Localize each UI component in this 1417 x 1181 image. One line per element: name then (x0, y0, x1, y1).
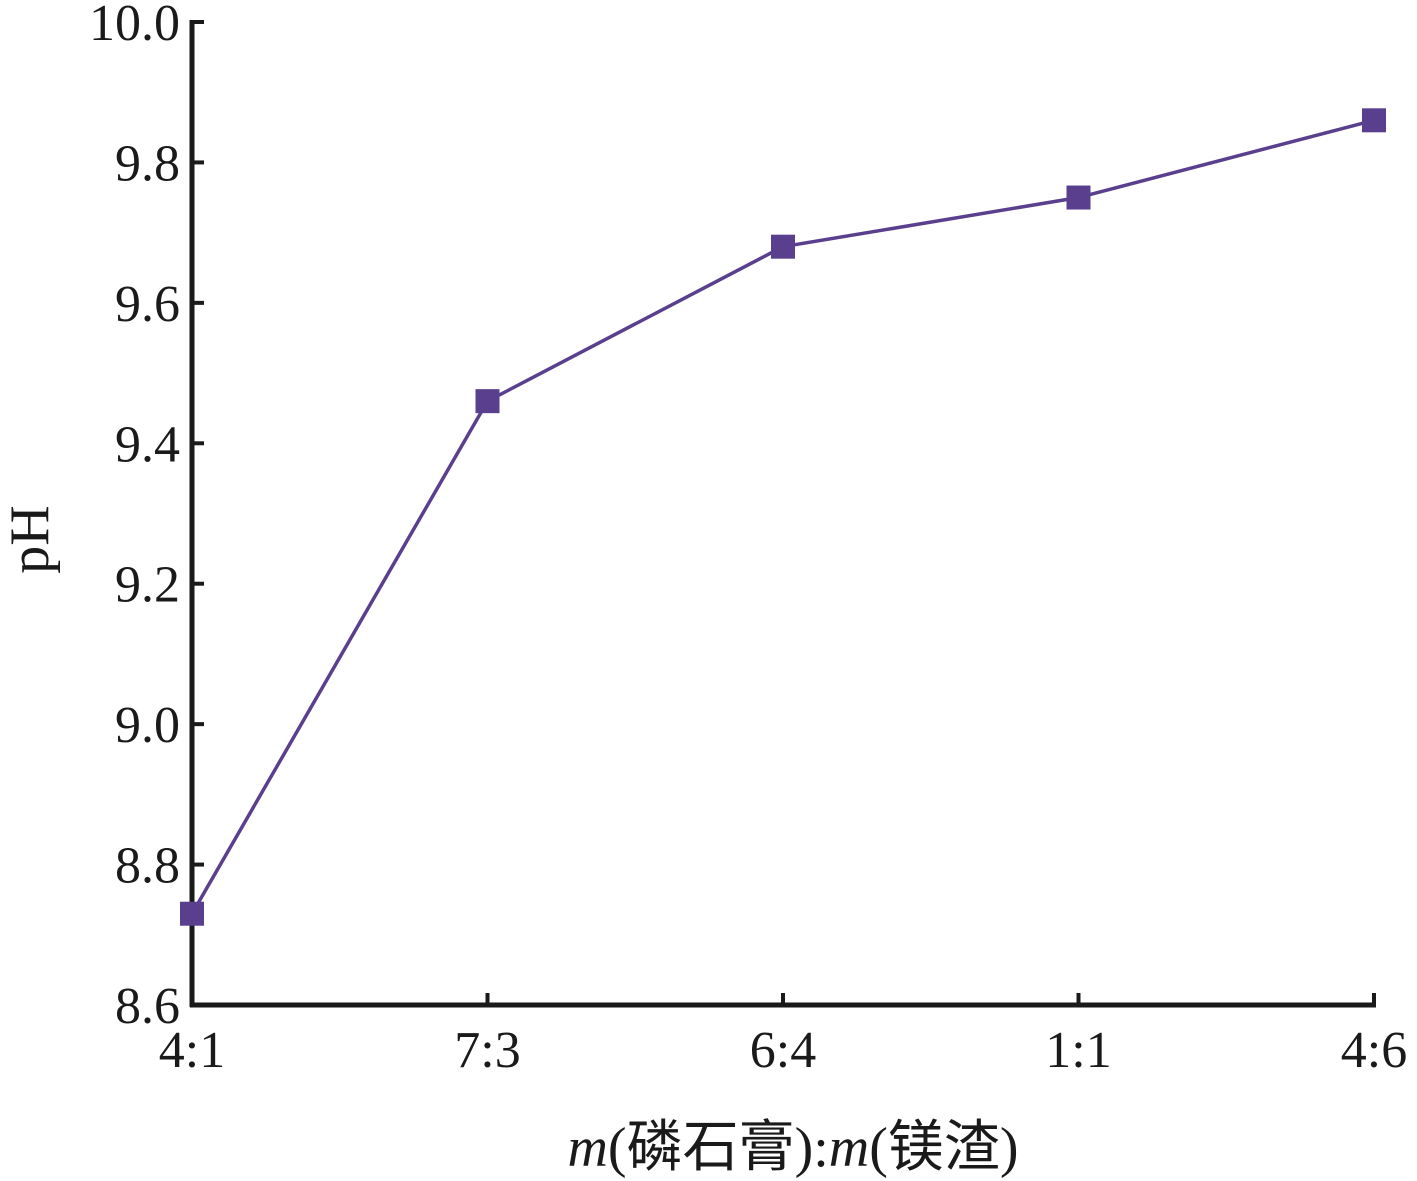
series-layer (180, 108, 1386, 926)
y-tick-label: 9.6 (115, 276, 180, 333)
y-tick-label: 8.8 (115, 838, 180, 895)
x-axis-title-part: m (829, 1117, 869, 1179)
data-point-marker (1362, 108, 1386, 133)
x-axis-title: m(磷石膏):m(镁渣) (567, 1117, 1018, 1179)
x-axis-ticks: 4:1 7:3 6:4 1:1 4:6 (159, 993, 1407, 1079)
y-tick-label: 10.0 (89, 0, 180, 52)
x-tick-label: 7:3 (454, 1022, 520, 1079)
y-tick-label: 9.8 (115, 135, 180, 192)
y-axis-ticks: 8.6 8.8 9.0 9.2 9.4 9.6 9.8 10.0 (89, 0, 204, 1035)
x-axis-title-part: (镁渣) (869, 1117, 1018, 1179)
x-axis-title-part: (磷石膏): (608, 1117, 829, 1179)
x-tick-label: 6:4 (750, 1022, 816, 1079)
data-point-marker (475, 389, 500, 414)
y-tick-label: 9.4 (115, 416, 180, 473)
y-tick-label: 9.0 (115, 697, 180, 754)
data-point-marker (180, 901, 204, 926)
x-tick-label: 1:1 (1045, 1022, 1111, 1079)
axes (189, 20, 1376, 1008)
data-point-marker (771, 234, 795, 259)
x-tick-label: 4:1 (159, 1022, 225, 1079)
x-axis-title-part: m (567, 1117, 607, 1179)
data-point-marker (1066, 185, 1091, 210)
y-axis-title: pH (0, 505, 61, 573)
y-tick-label: 9.2 (115, 557, 180, 614)
y-tick-label: 8.6 (115, 978, 180, 1035)
x-tick-label: 4:6 (1341, 1022, 1407, 1079)
